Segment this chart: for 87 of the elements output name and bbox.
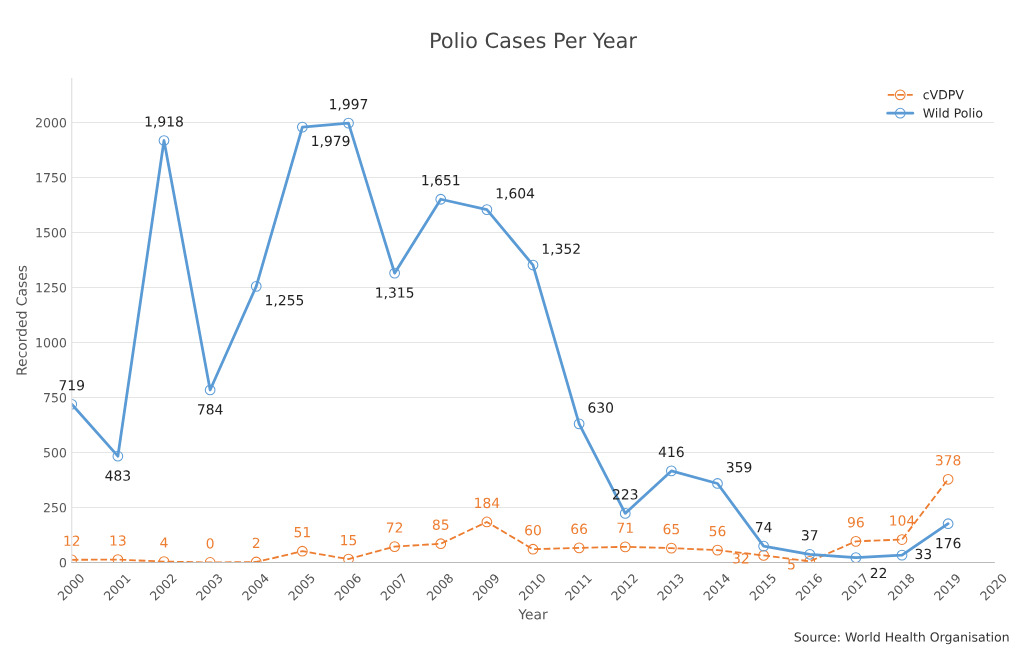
data-label: 719 [59, 379, 85, 391]
data-label: 65 [663, 523, 679, 535]
data-label: 1,997 [330, 98, 368, 111]
data-label: 1,604 [496, 188, 535, 200]
point [112, 450, 124, 462]
y-tick-label: 1500 [36, 227, 67, 238]
point [343, 117, 354, 129]
point [619, 541, 631, 553]
point [296, 545, 308, 557]
point [942, 473, 954, 485]
y-tick-label: 0 [59, 557, 67, 568]
point [158, 135, 170, 146]
data-label: 1,255 [266, 294, 304, 307]
data-label: 32 [733, 553, 749, 564]
point [619, 508, 631, 519]
source-note: Source: World Health Organisation [794, 632, 1009, 645]
point [481, 516, 493, 528]
data-label: 22 [870, 567, 887, 579]
point [250, 280, 262, 292]
data-label: 85 [432, 519, 449, 530]
point [758, 540, 770, 552]
point [665, 542, 677, 554]
data-label: 1,651 [422, 174, 460, 187]
data-label: 1,315 [376, 287, 414, 300]
point [296, 121, 308, 133]
data-label: 13 [110, 535, 126, 546]
data-label: 184 [475, 497, 500, 509]
data-label: 4 [160, 537, 168, 548]
chart-title: Polio Cases Per Year [431, 32, 637, 49]
point [665, 465, 677, 477]
point [527, 543, 539, 555]
legend-label: Wild Polio [923, 108, 983, 118]
point [343, 553, 354, 563]
data-label: 15 [341, 535, 357, 546]
point [850, 552, 862, 563]
data-label: 74 [755, 522, 772, 533]
data-label: 66 [571, 523, 588, 535]
point [389, 541, 401, 552]
point [712, 478, 723, 489]
point [481, 204, 493, 215]
data-label: 12 [64, 535, 80, 546]
y-tick-label: 750 [44, 392, 67, 403]
point [758, 550, 770, 561]
data-label: 37 [801, 529, 818, 541]
data-label: 784 [198, 404, 223, 415]
point [389, 267, 401, 279]
data-label: 483 [105, 470, 131, 481]
data-label: 378 [935, 454, 961, 466]
data-label: 2 [252, 537, 260, 548]
point [896, 534, 908, 545]
point [896, 549, 908, 561]
point [435, 193, 447, 205]
point [850, 535, 862, 547]
data-label: 1,979 [312, 135, 350, 148]
point [527, 259, 539, 271]
y-axis-title: Recorded Cases [16, 265, 27, 375]
data-label: 1,918 [145, 116, 183, 129]
data-label: 630 [588, 402, 614, 413]
y-tick-label: 1750 [36, 172, 67, 183]
point [204, 384, 216, 396]
data-label: 72 [386, 522, 403, 533]
x-axis-title: Year [518, 609, 548, 620]
data-label: 71 [617, 522, 633, 533]
data-label: 96 [847, 517, 864, 528]
data-label: 1,352 [542, 243, 580, 256]
data-label: 60 [525, 524, 541, 536]
y-tick-label: 500 [43, 447, 67, 458]
data-label: 176 [936, 537, 961, 549]
point [573, 418, 585, 430]
data-label: 359 [726, 461, 752, 473]
data-label: 416 [658, 446, 684, 458]
y-tick-label: 250 [43, 502, 67, 513]
data-label: 33 [915, 548, 932, 560]
point [435, 538, 447, 550]
point [942, 518, 954, 530]
data-label: 51 [294, 527, 310, 538]
data-label: 0 [206, 538, 214, 549]
y-tick-label: 2000 [35, 117, 67, 128]
y-tick-label: 1250 [36, 282, 67, 293]
point [804, 548, 816, 560]
legend-label: cVDPV [923, 90, 964, 100]
point [112, 554, 124, 563]
point [573, 542, 585, 554]
point [712, 544, 723, 556]
data-label: 56 [709, 525, 726, 537]
y-tick-label: 1000 [36, 337, 67, 348]
data-label: 104 [890, 515, 915, 526]
